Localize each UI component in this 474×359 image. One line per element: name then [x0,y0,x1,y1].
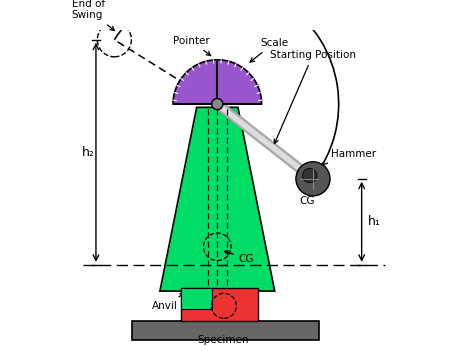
Text: Hammer: Hammer [320,149,376,166]
Text: Specimen: Specimen [197,335,249,345]
Text: h₁: h₁ [367,215,381,228]
Polygon shape [132,321,319,340]
Text: Scale: Scale [250,38,288,62]
Polygon shape [160,107,275,291]
Text: Starting Position: Starting Position [270,50,356,144]
Circle shape [296,162,330,196]
Polygon shape [181,288,258,321]
Text: CG: CG [225,251,254,264]
Text: h₂: h₂ [82,146,95,159]
Text: Pointer: Pointer [173,36,211,56]
Circle shape [212,98,223,109]
Polygon shape [173,60,262,104]
Text: Anvil: Anvil [152,293,184,311]
Text: CG: CG [300,196,315,206]
Circle shape [302,168,317,183]
Text: End of
Swing: End of Swing [72,0,114,31]
Polygon shape [181,288,212,309]
